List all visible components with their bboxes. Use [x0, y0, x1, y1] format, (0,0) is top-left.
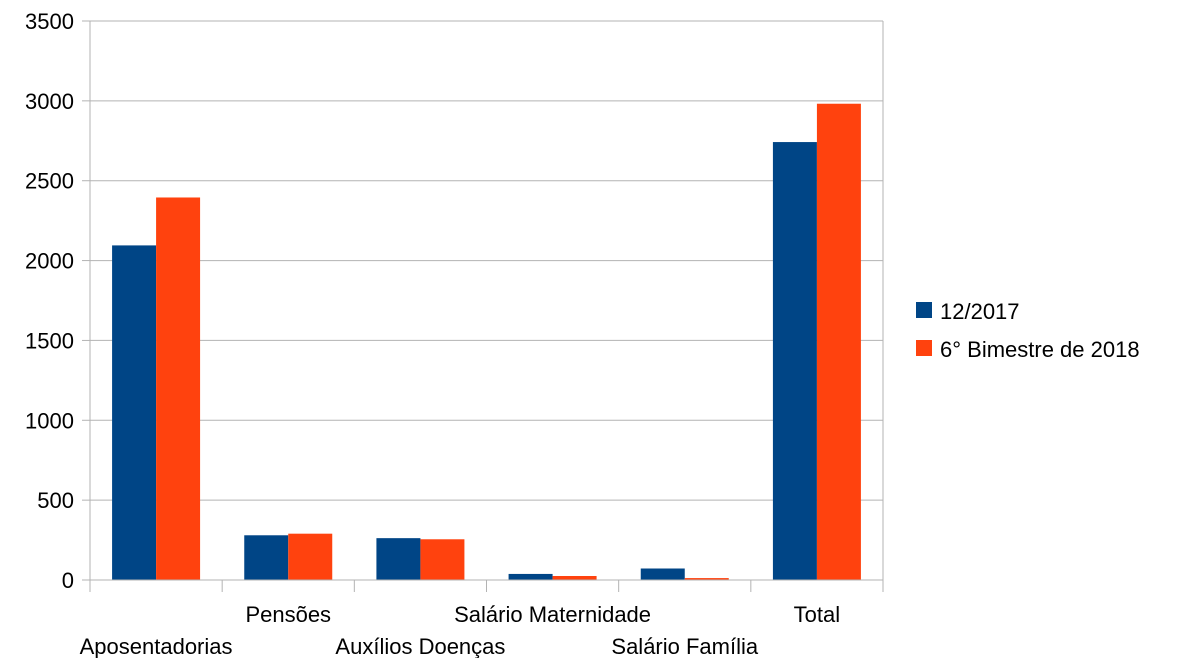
legend-swatch [916, 302, 932, 318]
bar-series-1 [640, 568, 685, 580]
legend-swatch [916, 340, 932, 356]
y-tick-label: 500 [37, 488, 74, 513]
bar-series-2 [156, 197, 201, 580]
x-tick-label: Pensões [245, 602, 331, 627]
x-tick-label: Total [794, 602, 840, 627]
axes [82, 20, 884, 592]
bar-series-2 [420, 539, 465, 580]
legend-label: 12/2017 [940, 299, 1020, 324]
bar-series-1 [508, 573, 553, 580]
x-tick-label: Salário Família [611, 634, 758, 658]
bars [112, 103, 861, 581]
bar-series-2 [552, 576, 597, 580]
y-tick-label: 2500 [25, 169, 74, 194]
y-tick-label: 2000 [25, 249, 74, 274]
bar-series-1 [376, 538, 421, 580]
gridlines [90, 20, 883, 581]
x-tick-label: Salário Maternidade [454, 602, 651, 627]
bar-series-1 [772, 142, 817, 581]
legend: 12/2017 6° Bimestre de 2018 [916, 299, 1140, 362]
y-tick-label: 3500 [25, 9, 74, 34]
y-tick-label: 1000 [25, 408, 74, 433]
y-tick-label: 1500 [25, 328, 74, 353]
y-tick-label: 3000 [25, 89, 74, 114]
y-axis-tick-labels: 0 500 1000 1500 2000 2500 3000 3500 [25, 9, 74, 593]
legend-label: 6° Bimestre de 2018 [940, 337, 1140, 362]
bar-series-2 [684, 578, 729, 580]
bar-series-1 [112, 245, 157, 581]
bar-series-1 [244, 535, 289, 580]
x-tick-label: Auxílios Doenças [335, 634, 505, 658]
bar-series-2 [288, 533, 333, 580]
x-tick-label: Aposentadorias [80, 634, 233, 658]
bar-series-2 [816, 103, 861, 581]
y-tick-label: 0 [62, 568, 74, 593]
